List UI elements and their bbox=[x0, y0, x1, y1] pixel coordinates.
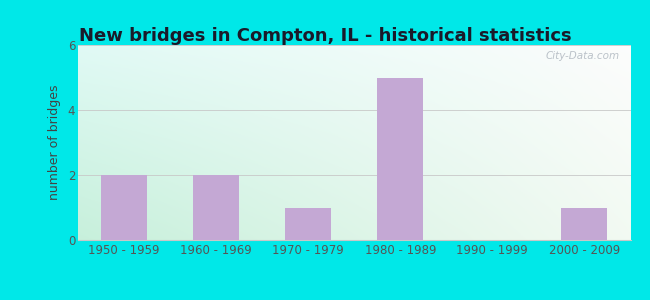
Bar bbox=[285, 208, 332, 240]
Bar bbox=[193, 175, 239, 240]
Bar bbox=[562, 208, 608, 240]
Y-axis label: number of bridges: number of bridges bbox=[48, 85, 61, 200]
Text: City-Data.com: City-Data.com bbox=[545, 51, 619, 61]
Text: New bridges in Compton, IL - historical statistics: New bridges in Compton, IL - historical … bbox=[79, 27, 571, 45]
Bar bbox=[377, 77, 423, 240]
Bar bbox=[101, 175, 147, 240]
